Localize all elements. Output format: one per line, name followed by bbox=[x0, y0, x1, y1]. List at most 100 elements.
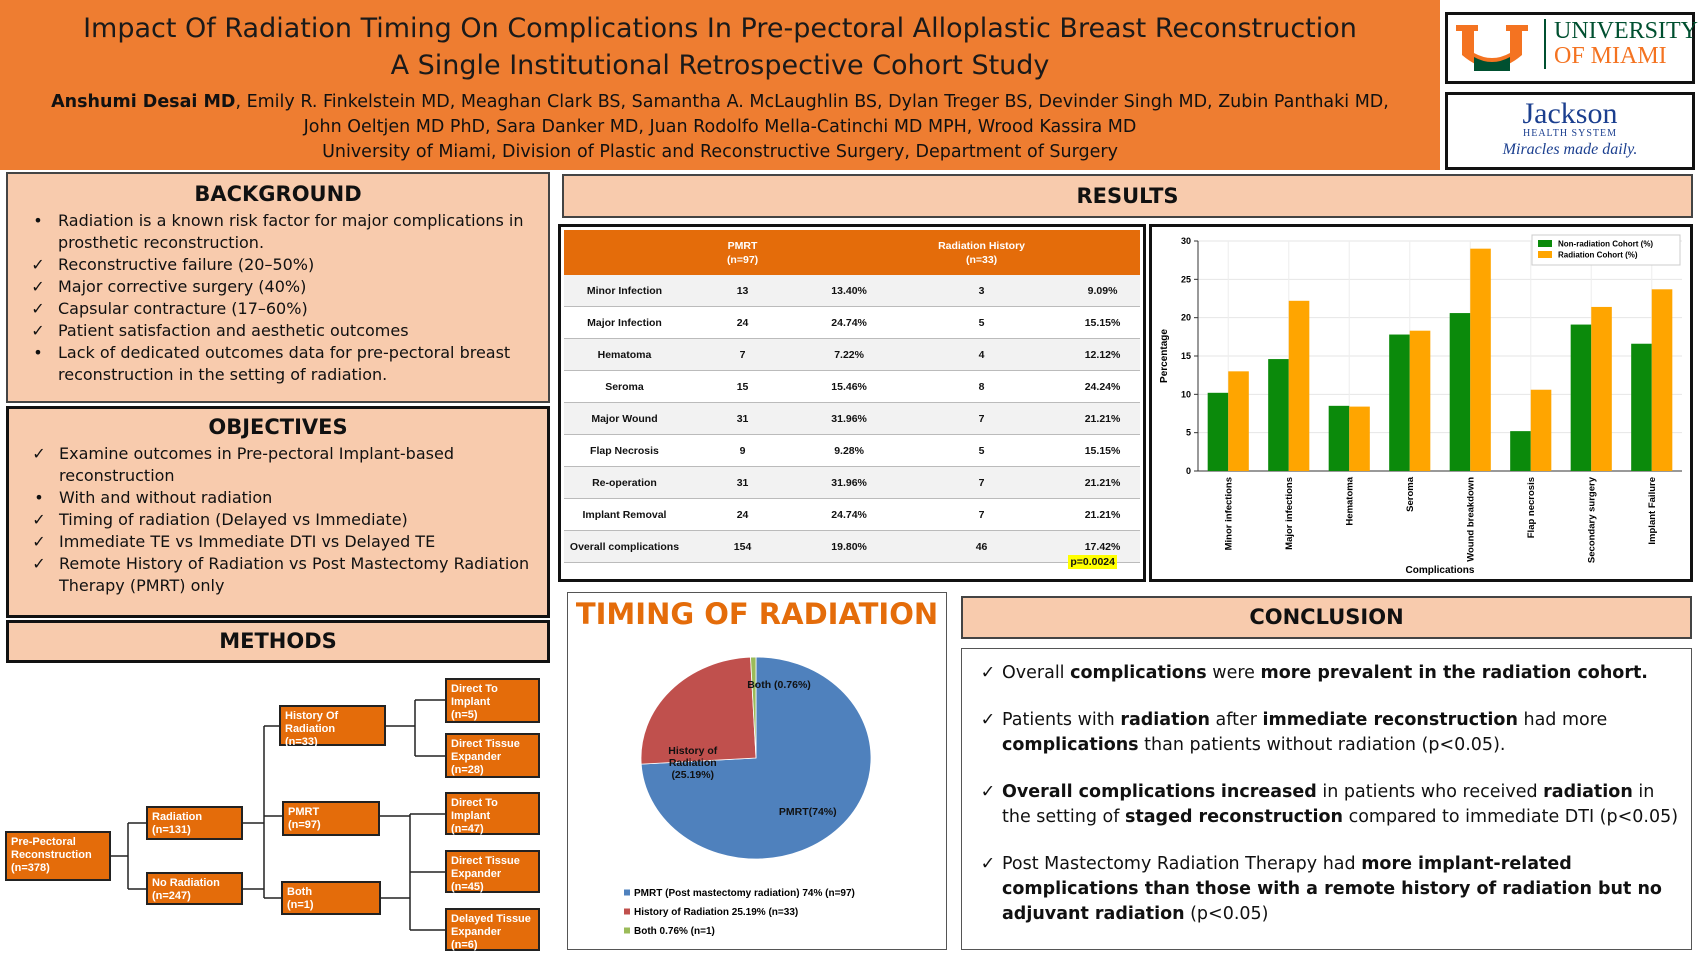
table-cell: 154 bbox=[684, 530, 801, 563]
y-tick-label: 5 bbox=[1186, 428, 1191, 438]
rad-header: Radiation History bbox=[938, 239, 1026, 252]
text-segment: staged reconstruction bbox=[1124, 807, 1344, 827]
checkmark: ✓ bbox=[980, 710, 996, 730]
bullet: • bbox=[34, 488, 44, 507]
legend-label: History of Radiation 25.19% (n=33) bbox=[634, 907, 798, 918]
author-text: , Emily R. Finkelstein MD, Meaghan Clark… bbox=[235, 92, 1389, 137]
table-row: Major Infection 24 24.74% 5 15.15% bbox=[564, 306, 1140, 339]
node-count: (n=45) bbox=[451, 881, 484, 893]
x-tick-label: Wound breakdown bbox=[1465, 477, 1476, 562]
table-cell: 12.12% bbox=[1065, 338, 1140, 371]
node-label: PMRT bbox=[288, 806, 320, 818]
node-label: Pre-Pectoral Reconstruction bbox=[11, 836, 92, 861]
text-segment: compared to immediate DTI (p<0.05) bbox=[1343, 807, 1679, 827]
connector bbox=[380, 813, 445, 873]
table-cell: 13 bbox=[684, 275, 801, 307]
bullet: ✓ bbox=[31, 277, 45, 296]
conclusion-box: ✓ Overall complications were more prevale… bbox=[961, 648, 1692, 950]
text-segment: (p<0.05) bbox=[1184, 904, 1269, 924]
table-cell: 24 bbox=[684, 498, 801, 531]
node-count: (n=247) bbox=[152, 890, 191, 902]
text-segment: increased bbox=[1220, 782, 1317, 802]
pie-slice bbox=[750, 656, 757, 759]
header-cell: PMRT (n=97) bbox=[684, 230, 801, 275]
node-label: Direct Tissue Expander bbox=[451, 738, 520, 763]
table-cell: Re-operation bbox=[564, 466, 685, 499]
y-tick-label: 30 bbox=[1181, 236, 1191, 246]
background-heading: BACKGROUND bbox=[194, 182, 362, 206]
table-cell: 9 bbox=[684, 434, 801, 467]
table-row: Overall complications 154 19.80% 46 17.42% bbox=[564, 530, 1140, 563]
table-cell: Hematoma bbox=[564, 338, 685, 371]
conclusion-heading: CONCLUSION bbox=[961, 596, 1692, 639]
table-cell: 31 bbox=[684, 402, 801, 435]
bar bbox=[1591, 306, 1612, 471]
pie-label: PMRT(74%) bbox=[778, 805, 837, 818]
table-cell: 7 bbox=[684, 338, 801, 371]
bar bbox=[1288, 300, 1310, 471]
table-cell: 24.74% bbox=[800, 306, 899, 339]
conclusion-item: ✓ Overall complications increased in pati… bbox=[974, 780, 1679, 830]
y-tick-label: 25 bbox=[1181, 274, 1191, 284]
table-cell: 46 bbox=[898, 530, 1066, 563]
checkmark: ✓ bbox=[980, 782, 996, 802]
legend-label: Non-radiation Cohort (%) bbox=[1558, 240, 1653, 249]
node-label: Direct Tissue Expander bbox=[451, 855, 520, 880]
node-count: (n=378) bbox=[11, 862, 50, 874]
list-item: • With and without radiation bbox=[19, 487, 537, 509]
checkmark: ✓ bbox=[980, 854, 996, 874]
bar bbox=[1268, 359, 1289, 471]
um-text: UNIVERSITY OF MIAMI bbox=[1544, 19, 1698, 69]
y-axis-label: Percentage bbox=[1159, 329, 1170, 383]
bullet: ✓ bbox=[31, 321, 45, 340]
item-text: Immediate TE vs Immediate DTI vs Delayed… bbox=[59, 532, 436, 551]
flow-node: PMRT (n=97) bbox=[282, 801, 380, 836]
node-label: Direct To Implant bbox=[451, 797, 498, 822]
bullet: • bbox=[33, 343, 43, 362]
legend-swatch bbox=[1538, 240, 1552, 247]
table-cell: Overall complications bbox=[564, 530, 685, 563]
table-row: Minor Infection 13 13.40% 3 9.09% bbox=[564, 275, 1140, 307]
y-tick-label: 20 bbox=[1181, 313, 1191, 323]
table-cell: 21.21% bbox=[1065, 402, 1140, 435]
background-box: BACKGROUND • Radiation is a known risk fa… bbox=[6, 172, 550, 403]
methods-flowchart: Pre-Pectoral Reconstruction (n=378) Radiat… bbox=[0, 665, 556, 958]
conclusion-list: ✓ Overall complications were more prevale… bbox=[974, 661, 1679, 927]
text-segment: immediate reconstruction bbox=[1262, 710, 1518, 730]
table-header: PMRT (n=97) Radiation History (n=33) bbox=[564, 230, 1140, 275]
bar bbox=[1228, 371, 1249, 471]
table-cell: 31 bbox=[684, 466, 801, 499]
text-segment: complications bbox=[1002, 735, 1139, 755]
pie-box: TIMING OF RADIATION PMRT (Post mastectom… bbox=[567, 592, 947, 950]
legend-label: PMRT (Post mastectomy radiation) 74% (n=… bbox=[634, 888, 855, 899]
text-segment: more prevalent in the radiation cohort. bbox=[1260, 663, 1648, 683]
checkmark: ✓ bbox=[980, 663, 996, 683]
item-text: Timing of radiation (Delayed vs Immediat… bbox=[59, 510, 408, 529]
authors: Anshumi Desai MD, Emily R. Finkelstein M… bbox=[35, 90, 1405, 140]
bar bbox=[1530, 389, 1552, 471]
item-text: Reconstructive failure (20–50%) bbox=[58, 255, 315, 274]
table-cell: 8 bbox=[898, 370, 1066, 403]
bullet: ✓ bbox=[32, 444, 46, 463]
text-segment: Patients with bbox=[1002, 710, 1121, 730]
table-cell: 15 bbox=[684, 370, 801, 403]
conclusion-item: ✓ Post Mastectomy Radiation Therapy had m… bbox=[974, 852, 1679, 927]
results-heading: RESULTS bbox=[562, 174, 1693, 218]
flow-node: Direct Tissue Expander (n=28) bbox=[445, 733, 540, 778]
legend-label: Radiation Cohort (%) bbox=[1558, 251, 1638, 260]
node-count: (n=5) bbox=[451, 709, 478, 721]
list-item: ✓ Examine outcomes in Pre-pectoral Implan… bbox=[19, 443, 537, 487]
header-cell: Radiation History (n=33) bbox=[898, 230, 1066, 275]
jackson-sub: HEALTH SYSTEM bbox=[1522, 128, 1618, 139]
table-cell: Minor Infection bbox=[564, 275, 685, 307]
header-cell bbox=[564, 230, 685, 275]
item-text: Major corrective surgery (40%) bbox=[58, 277, 307, 296]
node-label: No Radiation bbox=[152, 877, 220, 889]
flow-node: Direct To Implant (n=5) bbox=[445, 678, 540, 723]
table-cell: Seroma bbox=[564, 370, 685, 403]
u-icon bbox=[1456, 25, 1528, 71]
text-segment: complications bbox=[1070, 663, 1207, 683]
flow-node: Direct Tissue Expander (n=45) bbox=[445, 850, 540, 893]
connector bbox=[111, 822, 146, 890]
table-cell: 24.24% bbox=[1065, 370, 1140, 403]
